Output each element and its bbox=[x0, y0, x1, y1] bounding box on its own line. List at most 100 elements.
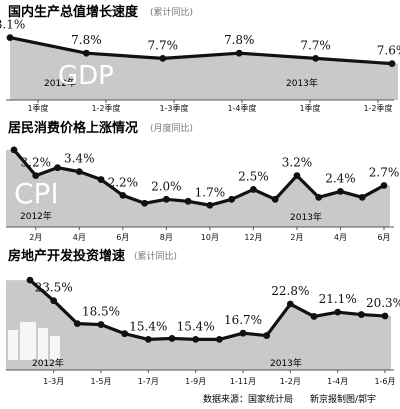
cpi-data-point bbox=[97, 176, 105, 183]
realestate-data-point bbox=[239, 329, 247, 337]
cpi-x-tick-label: 8月 bbox=[160, 233, 173, 242]
gdp-watermark: GDP bbox=[58, 61, 114, 91]
gdp-x-tick-labels: 1季度 1-2季度 1-3季度 1-4季度 1季度 1-2季度 bbox=[27, 100, 393, 113]
realestate-data-label: 20.3% bbox=[366, 296, 400, 310]
cpi-data-point bbox=[75, 168, 83, 176]
realestate-x-tick-label: 1-5月 bbox=[90, 377, 111, 386]
gdp-data-point bbox=[6, 34, 14, 41]
realestate-data-label: 15.4% bbox=[129, 319, 167, 333]
gdp-x-tick-label: 1-4季度 bbox=[227, 103, 256, 113]
cpi-x-tick-label: 2月 bbox=[29, 233, 42, 242]
realestate-data-label: 23.5% bbox=[35, 281, 73, 295]
realestate-series-line bbox=[28, 278, 387, 342]
realestate-data-point bbox=[192, 336, 200, 343]
realestate-data-point bbox=[334, 308, 342, 316]
cpi-data-point bbox=[315, 193, 323, 201]
gdp-data-label: 7.8% bbox=[71, 33, 102, 47]
realestate-data-point bbox=[144, 336, 152, 343]
cpi-data-label: 2.0% bbox=[151, 179, 182, 193]
cpi-data-label: 2.7% bbox=[369, 165, 400, 179]
realestate-year-label-2012: 2012年 bbox=[32, 357, 64, 369]
cpi-data-label: 2.2% bbox=[108, 175, 139, 189]
realestate-subtitle: (累计同比) bbox=[134, 250, 177, 262]
cpi-data-point bbox=[10, 146, 18, 154]
cpi-data-label: 1.7% bbox=[195, 185, 226, 199]
gdp-subtitle: (累计同比) bbox=[150, 6, 193, 18]
cpi-area-fill bbox=[6, 149, 390, 227]
realestate-x-tick-label: 1-9月 bbox=[185, 377, 206, 386]
credit-text: 新京报制图/郭宇 bbox=[310, 393, 376, 405]
gdp-x-tick-label: 1-2季度 bbox=[363, 103, 392, 113]
realestate-data-point bbox=[26, 276, 34, 284]
gdp-title: 国内生产总值增长速度 bbox=[8, 4, 139, 20]
cpi-x-tick-label: 2月 bbox=[290, 233, 303, 242]
cpi-data-point bbox=[141, 199, 148, 207]
cpi-year-label-2013: 2013年 bbox=[290, 211, 322, 223]
cpi-data-point bbox=[271, 195, 279, 203]
realestate-x-tick-label: 1-7月 bbox=[138, 377, 159, 386]
realestate-data-label: 18.5% bbox=[82, 305, 120, 319]
building-icon bbox=[8, 322, 60, 360]
gdp-area-fill bbox=[10, 37, 398, 100]
gdp-data-point bbox=[312, 55, 319, 62]
realestate-data-point bbox=[97, 321, 105, 328]
gdp-data-point bbox=[159, 55, 167, 62]
cpi-data-point bbox=[358, 193, 366, 201]
realestate-data-point bbox=[215, 336, 223, 343]
realestate-x-tick-label: 1-6月 bbox=[374, 377, 395, 386]
realestate-data-point bbox=[381, 312, 389, 320]
cpi-data-point bbox=[337, 188, 344, 195]
gdp-data-label: 7.7% bbox=[300, 38, 331, 52]
realestate-data-point bbox=[310, 313, 318, 320]
realestate-data-point bbox=[50, 297, 58, 305]
gdp-data-label: 7.6% bbox=[377, 44, 400, 58]
cpi-data-point bbox=[162, 195, 170, 203]
cpi-chart: 3.2% 3.4% 2.2% 2.0% 1.7% 2.5% 3.2% 2.4% 2.7% bbox=[6, 146, 399, 227]
realestate-x-tick-label: 1-2月 bbox=[280, 377, 301, 386]
realestate-data-label: 15.4% bbox=[177, 319, 215, 333]
cpi-panel: 居民消费价格上涨情况 (月度同比) 3.2% 3.4% 2.2% 2.0% 1.7% 2.… bbox=[6, 120, 399, 242]
cpi-data-label: 2.4% bbox=[325, 171, 356, 185]
cpi-data-point bbox=[54, 164, 61, 172]
gdp-data-label: 7.7% bbox=[148, 38, 179, 52]
cpi-watermark: CPI bbox=[14, 177, 59, 210]
gdp-x-tick-label: 1季度 bbox=[27, 103, 48, 113]
cpi-x-tick-label: 6月 bbox=[377, 233, 390, 242]
cpi-x-tick-label: 6月 bbox=[116, 233, 129, 242]
cpi-data-point bbox=[380, 182, 388, 189]
cpi-data-label: 3.2% bbox=[21, 156, 52, 170]
cpi-x-tick-label: 4月 bbox=[334, 233, 347, 242]
realestate-data-label: 22.8% bbox=[271, 284, 309, 298]
cpi-title: 居民消费价格上涨情况 bbox=[8, 120, 138, 136]
cpi-x-tick-label: 10月 bbox=[201, 233, 219, 242]
realestate-title: 房地产开发投资增速 bbox=[8, 248, 125, 264]
realestate-panel: 房地产开发投资增速 (累计同比) 23.5% 18.5% 15.4% 15.4% 16.… bbox=[6, 248, 400, 386]
gdp-chart: 8.1% 7.8% 7.7% 7.8% 7.7% 7.6% bbox=[0, 18, 400, 100]
cpi-subtitle: (月度同比) bbox=[150, 122, 193, 134]
cpi-data-point bbox=[293, 172, 301, 179]
realestate-x-tick-label: 1-3月 bbox=[43, 377, 64, 386]
gdp-data-label: 7.8% bbox=[224, 33, 255, 47]
gdp-x-tick-label: 1-3季度 bbox=[159, 103, 188, 113]
cpi-data-point bbox=[250, 186, 257, 193]
gdp-data-point bbox=[388, 60, 396, 67]
cpi-data-point bbox=[228, 195, 236, 203]
cpi-series-line bbox=[12, 148, 386, 207]
gdp-x-tick-label: 1-2季度 bbox=[91, 103, 120, 113]
gdp-x-tick-label: 1季度 bbox=[299, 103, 320, 113]
realestate-data-point bbox=[121, 330, 129, 338]
realestate-data-point bbox=[286, 300, 294, 308]
cpi-data-point bbox=[206, 201, 214, 209]
cpi-year-label-2012: 2012年 bbox=[20, 210, 52, 222]
realestate-data-point bbox=[168, 335, 176, 342]
cpi-x-tick-label: 12月 bbox=[244, 233, 262, 242]
gdp-panel: 国内生产总值增长速度 (累计同比) 8.1% 7.8% 7.7% 7.8% 7.7% 7.… bbox=[0, 4, 400, 113]
cpi-data-label: 3.2% bbox=[282, 156, 313, 170]
gdp-year-label-2013: 2013年 bbox=[286, 77, 318, 89]
realestate-data-label: 21.1% bbox=[319, 292, 357, 306]
gdp-data-point bbox=[235, 49, 243, 57]
cpi-x-tick-labels: 2月 4月 6月 8月 10月 12月 2月 4月 6月 bbox=[29, 227, 391, 242]
realestate-x-tick-label: 1-11月 bbox=[230, 377, 256, 386]
gdp-data-label: 8.1% bbox=[0, 18, 25, 32]
